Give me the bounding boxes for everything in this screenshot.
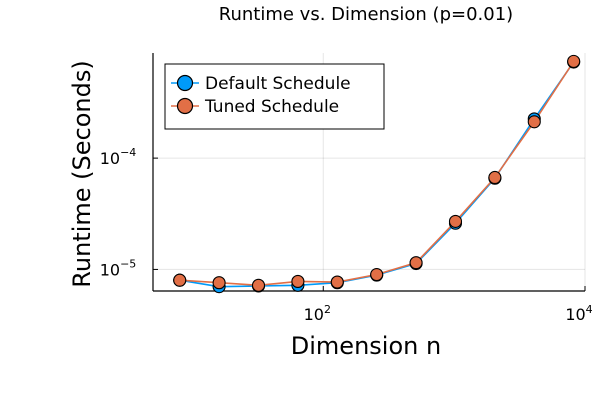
- y-axis-label: Runtime (Seconds): [68, 60, 96, 287]
- y-ticks: 10−510−4: [100, 146, 158, 279]
- series-2-point: [448, 214, 463, 228]
- y-tick-base: 10: [100, 149, 120, 168]
- series-2-point: [567, 54, 581, 68]
- grid-lines: [153, 53, 586, 291]
- x-tick-label: 104: [565, 303, 592, 324]
- y-tick-exponent: −5: [120, 257, 136, 270]
- x-tick-base: 10: [304, 305, 324, 324]
- x-ticks: 102 104: [304, 286, 593, 324]
- x-tick-exponent: 2: [324, 303, 331, 316]
- y-tick-base: 10: [100, 260, 120, 279]
- x-tick-exponent: 4: [586, 303, 593, 316]
- axes: [152, 53, 585, 292]
- series-2-point: [330, 275, 344, 289]
- series-2-point: [527, 115, 541, 129]
- series-2-point: [488, 170, 502, 185]
- y-tick-label: 10−4: [100, 146, 137, 168]
- series-2-point: [370, 267, 384, 282]
- legend-marker-2: [176, 97, 194, 115]
- legend: Default Schedule Tuned Schedule: [164, 63, 385, 130]
- series-2-point: [251, 278, 266, 292]
- x-tick-base: 10: [565, 305, 585, 324]
- y-tick-label: 10−5: [100, 257, 137, 279]
- y-tick-exponent: −4: [120, 146, 136, 159]
- x-axis-label: Dimension n: [291, 332, 441, 360]
- chart-title: Runtime vs. Dimension (p=0.01): [219, 4, 513, 25]
- x-tick-label: 102: [304, 303, 331, 324]
- legend-label-1: Default Schedule: [205, 74, 351, 94]
- legend-label-2: Tuned Schedule: [204, 97, 339, 117]
- legend-marker-1: [176, 74, 194, 92]
- series-2-point: [409, 256, 423, 270]
- series-2-point: [212, 276, 226, 290]
- series-2-point: [173, 273, 187, 287]
- series-2-point: [291, 274, 305, 288]
- legend-box: [164, 63, 385, 130]
- plot-area: [173, 54, 581, 294]
